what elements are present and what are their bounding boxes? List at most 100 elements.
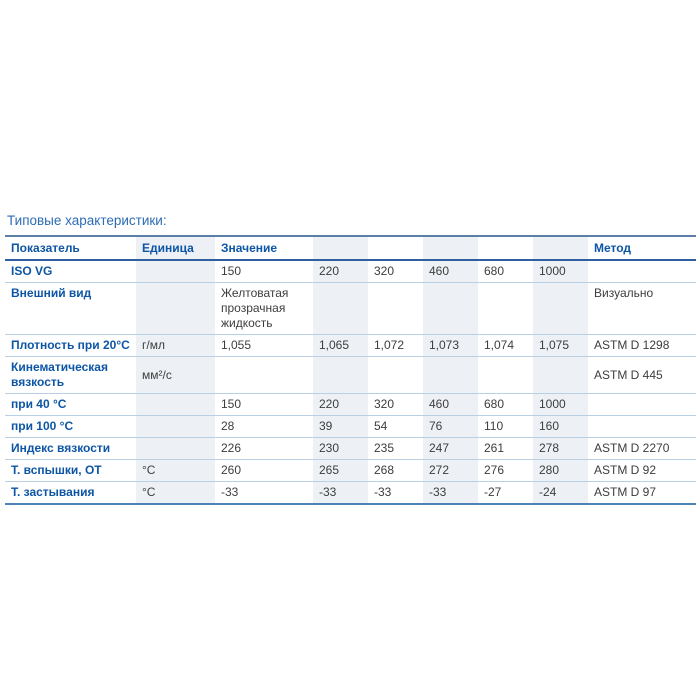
unit-cell (136, 260, 215, 283)
value-cell (533, 356, 588, 394)
value-cell: Желтоватая прозрачная жидкость (215, 282, 313, 335)
value-cell: 278 (533, 437, 588, 460)
table-row-density: Плотность при 20°C г/мл 1,055 1,065 1,07… (5, 334, 696, 357)
header-cell-empty (533, 236, 588, 261)
value-cell: 110 (478, 415, 533, 438)
unit-cell (136, 393, 215, 416)
row-label: Т. вспышки, ОТ (5, 459, 136, 482)
row-label: Кинематическая вязкость (5, 356, 136, 394)
value-cell: 1,072 (368, 334, 423, 357)
table-row-at-40c: при 40 °C 150 220 320 460 680 1000 (5, 393, 696, 416)
row-label: Т. застывания (5, 481, 136, 504)
method-cell: ASTM D 2270 (588, 437, 696, 460)
value-cell: 276 (478, 459, 533, 482)
header-method: Метод (588, 236, 696, 261)
header-cell-empty (423, 236, 478, 261)
value-cell: 1,073 (423, 334, 478, 357)
header-cell-empty (368, 236, 423, 261)
value-cell: 280 (533, 459, 588, 482)
header-row: Показатель Единица Значение Метод (5, 236, 696, 261)
table-row-at-100c: при 100 °C 28 39 54 76 110 160 (5, 415, 696, 438)
value-cell: 235 (368, 437, 423, 460)
header-cell-empty (313, 236, 368, 261)
value-cell: 76 (423, 415, 478, 438)
value-cell: -33 (215, 481, 313, 504)
value-cell: 260 (215, 459, 313, 482)
value-cell: 320 (374, 264, 395, 278)
table-row-appearance: Внешний вид Желтоватая прозрачная жидкос… (5, 282, 696, 335)
value-cell: -24 (533, 481, 588, 504)
value-cell: 1,055 (215, 334, 313, 357)
table-row-pour-point: Т. застывания °C -33 -33 -33 -33 -27 -24… (5, 481, 696, 504)
header-indicator: Показатель (5, 236, 136, 261)
method-cell: ASTM D 92 (588, 459, 696, 482)
header-unit: Единица (136, 236, 215, 261)
value-cell (368, 356, 423, 394)
value-cell: 220 (313, 393, 368, 416)
value-cell (313, 282, 368, 335)
value-cell: 1000 (539, 264, 566, 278)
method-cell: ASTM D 1298 (588, 334, 696, 357)
value-cell: 1,065 (313, 334, 368, 357)
method-cell: ASTM D 97 (588, 481, 696, 504)
value-cell: 268 (368, 459, 423, 482)
value-cell: 265 (313, 459, 368, 482)
value-cell: 150 (215, 393, 313, 416)
method-cell (588, 260, 696, 283)
value-cell: 28 (215, 415, 313, 438)
value-cell: 680 (484, 264, 505, 278)
row-label: Индекс вязкости (5, 437, 136, 460)
method-cell (588, 393, 696, 416)
value-cell (313, 356, 368, 394)
value-cell: -33 (368, 481, 423, 504)
unit-cell (136, 437, 215, 460)
unit-cell: г/мл (136, 334, 215, 357)
unit-cell (136, 415, 215, 438)
header-cell-empty (478, 236, 533, 261)
row-label: ISO VG (11, 264, 53, 278)
value-cell (533, 282, 588, 335)
row-label: Внешний вид (5, 282, 136, 335)
value-cell: -33 (313, 481, 368, 504)
value-cell: 1,075 (533, 334, 588, 357)
table-row-flash-point: Т. вспышки, ОТ °C 260 265 268 272 276 28… (5, 459, 696, 482)
header-value: Значение (215, 236, 313, 261)
value-cell: 460 (429, 264, 450, 278)
value-cell (423, 282, 478, 335)
value-cell: 226 (215, 437, 313, 460)
value-cell: 320 (368, 393, 423, 416)
value-cell: 680 (478, 393, 533, 416)
value-cell (478, 282, 533, 335)
value-cell (368, 282, 423, 335)
unit-cell (136, 282, 215, 335)
table-row-kinematic-viscosity: Кинематическая вязкость мм²/с ASTM D 445 (5, 356, 696, 394)
value-cell: 220 (319, 264, 340, 278)
value-cell: 230 (313, 437, 368, 460)
method-cell (588, 415, 696, 438)
value-cell: 39 (313, 415, 368, 438)
value-cell: 261 (478, 437, 533, 460)
value-cell: 54 (368, 415, 423, 438)
row-label: Плотность при 20°C (5, 334, 136, 357)
value-cell: -33 (423, 481, 478, 504)
value-cell: 247 (423, 437, 478, 460)
table-row-iso-vg: ISO VG 150 220 320 460 680 1000 (5, 260, 696, 283)
value-cell: 1000 (533, 393, 588, 416)
value-cell: 272 (423, 459, 478, 482)
row-label: при 40 °C (5, 393, 136, 416)
value-cell: 1,074 (478, 334, 533, 357)
section-title: Типовые характеристики: (7, 213, 167, 228)
table-row-viscosity-index: Индекс вязкости 226 230 235 247 261 278 … (5, 437, 696, 460)
unit-cell: °C (136, 481, 215, 504)
value-cell (478, 356, 533, 394)
method-cell: Визуально (588, 282, 696, 335)
value-cell (423, 356, 478, 394)
typical-characteristics-section: Типовые характеристики: Показатель Едини… (5, 213, 696, 505)
value-cell (215, 356, 313, 394)
unit-cell: мм²/с (136, 356, 215, 394)
value-cell: -27 (478, 481, 533, 504)
value-cell: 160 (533, 415, 588, 438)
characteristics-table: Показатель Единица Значение Метод ISO VG… (5, 235, 696, 505)
row-label: при 100 °C (5, 415, 136, 438)
